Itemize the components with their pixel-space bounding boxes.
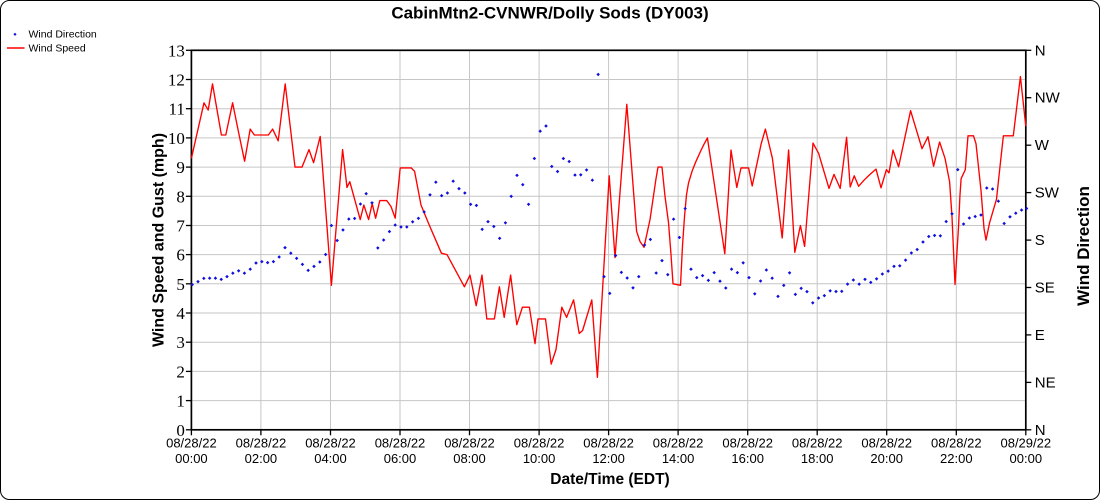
- svg-text:W: W: [1035, 137, 1050, 154]
- svg-text:1: 1: [176, 392, 185, 411]
- svg-text:0: 0: [176, 421, 185, 440]
- svg-text:10: 10: [168, 129, 185, 148]
- svg-text:8: 8: [176, 187, 185, 206]
- svg-text:16:00: 16:00: [731, 451, 764, 466]
- svg-text:08/28/22: 08/28/22: [861, 436, 912, 451]
- svg-text:08/28/22: 08/28/22: [375, 436, 426, 451]
- svg-text:02:00: 02:00: [245, 451, 278, 466]
- svg-text:22:00: 22:00: [940, 451, 973, 466]
- svg-text:08/28/22: 08/28/22: [792, 436, 843, 451]
- svg-text:11: 11: [169, 100, 185, 119]
- svg-text:2: 2: [176, 362, 185, 381]
- svg-text:NW: NW: [1035, 90, 1061, 107]
- svg-text:10:00: 10:00: [523, 451, 556, 466]
- svg-text:08/28/22: 08/28/22: [514, 436, 565, 451]
- svg-text:08/28/22: 08/28/22: [166, 436, 217, 451]
- svg-text:5: 5: [176, 275, 185, 294]
- svg-text:3: 3: [176, 333, 185, 352]
- svg-text:12:00: 12:00: [592, 451, 625, 466]
- svg-text:08:00: 08:00: [453, 451, 486, 466]
- svg-text:Wind Speed and Gust (mph): Wind Speed and Gust (mph): [151, 133, 168, 347]
- svg-text:NE: NE: [1035, 374, 1056, 391]
- svg-text:6: 6: [176, 246, 185, 265]
- svg-text:Date/Time (EDT): Date/Time (EDT): [550, 471, 669, 488]
- svg-text:SE: SE: [1035, 280, 1055, 297]
- svg-text:14:00: 14:00: [662, 451, 695, 466]
- svg-text:Wind Direction: Wind Direction: [29, 29, 97, 41]
- svg-text:08/28/22: 08/28/22: [236, 436, 287, 451]
- svg-text:CabinMtn2-CVNWR/Dolly Sods (DY: CabinMtn2-CVNWR/Dolly Sods (DY003): [391, 4, 708, 23]
- svg-text:08/29/22: 08/29/22: [1000, 436, 1051, 451]
- svg-text:06:00: 06:00: [384, 451, 417, 466]
- svg-text:08/28/22: 08/28/22: [444, 436, 495, 451]
- svg-text:08/28/22: 08/28/22: [931, 436, 982, 451]
- svg-text:7: 7: [176, 217, 185, 236]
- svg-text:12: 12: [168, 71, 185, 90]
- svg-text:18:00: 18:00: [801, 451, 834, 466]
- svg-text:N: N: [1035, 422, 1046, 439]
- svg-text:4: 4: [176, 304, 185, 323]
- svg-text:08/28/22: 08/28/22: [583, 436, 634, 451]
- svg-text:E: E: [1035, 327, 1045, 344]
- svg-text:Wind Direction: Wind Direction: [1074, 186, 1093, 306]
- svg-text:S: S: [1035, 232, 1045, 249]
- svg-text:00:00: 00:00: [1010, 451, 1043, 466]
- svg-text:08/28/22: 08/28/22: [653, 436, 704, 451]
- svg-text:08/28/22: 08/28/22: [722, 436, 773, 451]
- svg-text:08/28/22: 08/28/22: [305, 436, 356, 451]
- svg-text:20:00: 20:00: [870, 451, 903, 466]
- svg-text:Wind Speed: Wind Speed: [29, 43, 86, 55]
- svg-text:04:00: 04:00: [314, 451, 347, 466]
- svg-text:9: 9: [176, 158, 185, 177]
- svg-text:13: 13: [168, 41, 185, 60]
- svg-text:N: N: [1035, 42, 1046, 59]
- svg-text:SW: SW: [1035, 185, 1060, 202]
- svg-text:00:00: 00:00: [175, 451, 208, 466]
